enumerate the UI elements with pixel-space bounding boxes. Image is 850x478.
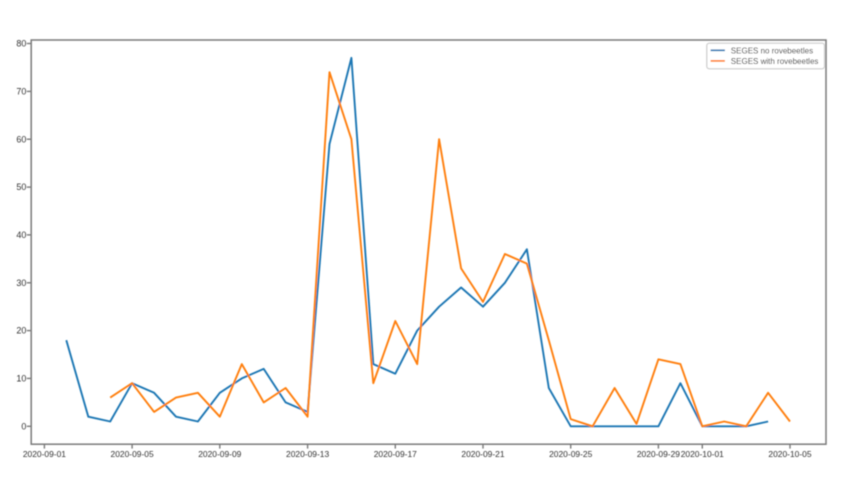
- svg-text:2020-09-25: 2020-09-25: [549, 449, 592, 459]
- svg-text:0: 0: [21, 421, 26, 431]
- svg-text:SEGES with rovebeetles: SEGES with rovebeetles: [731, 57, 819, 66]
- svg-text:40: 40: [16, 230, 26, 240]
- svg-text:2020-09-21: 2020-09-21: [461, 449, 504, 459]
- svg-text:50: 50: [16, 182, 26, 192]
- svg-text:2020-10-01: 2020-10-01: [681, 449, 724, 459]
- svg-text:30: 30: [16, 278, 26, 288]
- svg-text:SEGES no rovebeetles: SEGES no rovebeetles: [731, 46, 813, 55]
- svg-text:10: 10: [16, 374, 26, 384]
- svg-text:2020-09-09: 2020-09-09: [198, 449, 241, 459]
- svg-text:2020-10-05: 2020-10-05: [768, 449, 811, 459]
- svg-text:80: 80: [16, 39, 26, 49]
- svg-text:60: 60: [16, 134, 26, 144]
- svg-text:2020-09-01: 2020-09-01: [23, 449, 66, 459]
- svg-text:2020-09-17: 2020-09-17: [374, 449, 417, 459]
- svg-text:2020-09-05: 2020-09-05: [111, 449, 154, 459]
- svg-text:2020-09-13: 2020-09-13: [286, 449, 329, 459]
- svg-text:20: 20: [16, 326, 26, 336]
- svg-text:2020-09-29: 2020-09-29: [637, 449, 680, 459]
- svg-text:70: 70: [16, 87, 26, 97]
